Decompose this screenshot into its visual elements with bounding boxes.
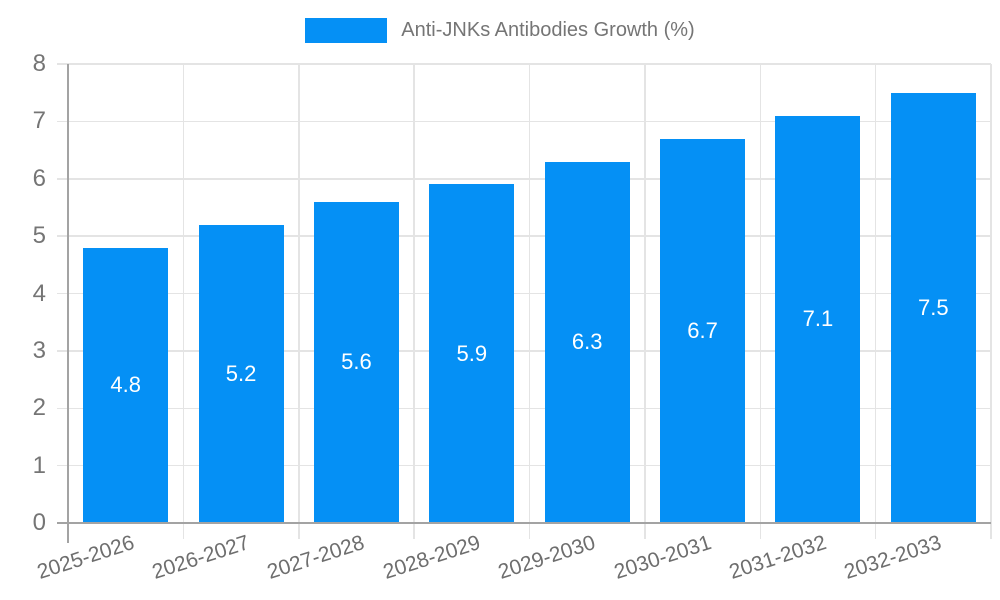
bar-value-label: 6.3 xyxy=(571,329,603,355)
legend[interactable]: Anti-JNKs Antibodies Growth (%) xyxy=(0,18,1000,43)
bar[interactable] xyxy=(775,115,861,523)
y-axis-tick-label: 8 xyxy=(32,50,46,77)
x-gridline xyxy=(298,64,300,539)
bar[interactable] xyxy=(544,161,630,523)
bar[interactable] xyxy=(660,138,746,523)
x-gridline xyxy=(759,64,761,539)
y-gridline xyxy=(57,292,991,295)
bar-value-label: 5.6 xyxy=(341,349,372,375)
y-axis-line xyxy=(67,64,69,543)
y-axis-tick-label: 3 xyxy=(32,336,46,364)
y-gridline xyxy=(57,407,991,409)
y-gridline xyxy=(57,63,991,65)
bar[interactable] xyxy=(83,247,169,523)
y-axis-tick-label: 2 xyxy=(32,394,46,422)
x-axis-line xyxy=(57,522,991,524)
bar-value-label: 6.7 xyxy=(687,317,718,343)
bar-value-label: 5.2 xyxy=(225,360,257,386)
y-axis-tick-label: 4 xyxy=(32,279,46,307)
bar-value-label: 7.5 xyxy=(918,294,949,320)
x-gridline xyxy=(413,64,415,539)
bar-value-label: 4.8 xyxy=(110,372,141,398)
x-gridline xyxy=(528,64,531,539)
bar[interactable] xyxy=(198,224,284,523)
y-gridline xyxy=(57,120,991,123)
y-gridline xyxy=(57,235,991,237)
y-axis-tick-label: 5 xyxy=(32,222,46,250)
y-axis-tick-label: 0 xyxy=(32,509,46,536)
legend-swatch-icon xyxy=(305,18,388,43)
legend-label: Anti-JNKs Antibodies Growth (%) xyxy=(401,19,695,41)
y-gridline xyxy=(57,178,991,180)
bar[interactable] xyxy=(890,92,976,523)
x-gridline xyxy=(874,64,877,539)
x-gridline xyxy=(182,64,185,539)
bar-value-label: 5.9 xyxy=(456,340,488,366)
bar[interactable] xyxy=(429,184,515,523)
y-gridline xyxy=(57,464,991,467)
x-gridline xyxy=(644,64,646,539)
y-axis-tick-label: 1 xyxy=(32,451,46,479)
y-axis-tick-label: 6 xyxy=(32,164,46,192)
bar-value-label: 7.1 xyxy=(802,306,834,332)
x-gridline xyxy=(990,64,992,539)
y-axis-tick-label: 7 xyxy=(32,107,46,135)
y-gridline xyxy=(57,350,991,352)
bar[interactable] xyxy=(313,201,399,523)
